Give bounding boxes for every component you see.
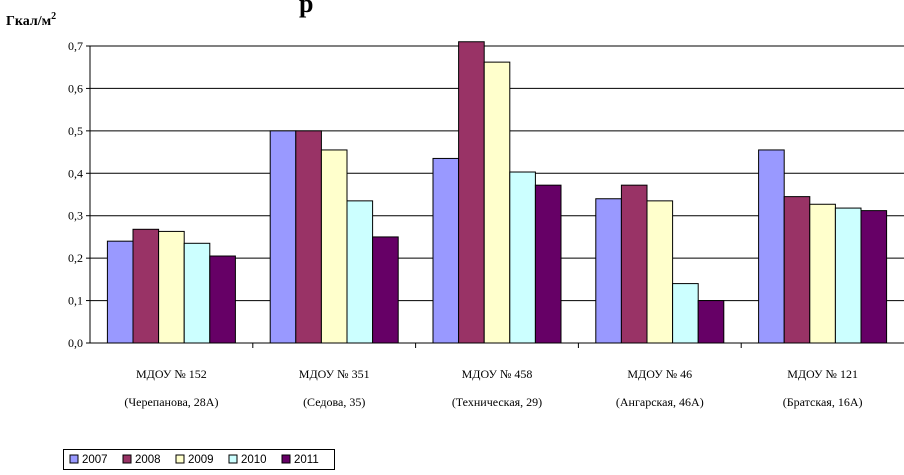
legend-label-2007: 2007 <box>82 454 108 466</box>
y-tick-label: 0,6 <box>68 81 83 95</box>
x-tick-label: МДОУ № 351 <box>299 367 370 381</box>
legend-label-2011: 2011 <box>294 454 319 466</box>
legend-label-2009: 2009 <box>188 454 214 466</box>
x-tick-label: МДОУ № 152 <box>136 367 207 381</box>
x-tick-labels: МДОУ № 152 (Черепанова, 28А) МДОУ № 351 (Се… <box>124 367 862 409</box>
y-tick-label: 0,1 <box>68 294 83 308</box>
y-tick-label: 0,0 <box>68 336 83 350</box>
bar-2010 <box>346 200 374 344</box>
bar-2010 <box>672 283 699 344</box>
bar-2009 <box>320 149 348 344</box>
bar-2007 <box>595 198 622 344</box>
chart-title: р <box>299 0 313 18</box>
legend-swatch-2010 <box>228 454 238 464</box>
legend: 2007 2008 2009 2010 2011 <box>63 449 335 470</box>
x-tick-sublabel: (Техническая, 29) <box>452 395 542 409</box>
bar-2011 <box>534 184 562 344</box>
legend-swatch-2008 <box>122 454 132 464</box>
bar-2010 <box>183 242 211 344</box>
x-tick-sublabel: (Ангарская, 46А) <box>616 395 704 409</box>
legend-swatch-2009 <box>175 454 185 464</box>
bar-2007 <box>269 130 297 344</box>
x-tick-sublabel: (Братская, 16А) <box>783 395 863 409</box>
y-tick-label: 0,5 <box>68 124 83 138</box>
bar-2011 <box>372 236 399 344</box>
x-tick-sublabel: (Седова, 35) <box>303 395 365 409</box>
y-tick-labels: 0,0 0,1 0,2 0,3 0,4 0,5 0,6 0,7 <box>68 39 83 350</box>
bar-2009 <box>483 61 511 344</box>
x-tick-label: МДОУ № 458 <box>462 367 533 381</box>
bar-2011 <box>860 210 888 344</box>
legend-swatch-2011 <box>281 454 291 464</box>
bar-2007 <box>106 240 134 344</box>
bar-2009 <box>646 200 674 344</box>
bar-2008 <box>783 196 811 344</box>
y-tick-label: 0,4 <box>68 166 83 180</box>
bar-2011 <box>697 300 725 344</box>
bar-2011 <box>209 255 236 344</box>
y-tick-label: 0,7 <box>68 39 83 53</box>
legend-label-2008: 2008 <box>135 454 161 466</box>
y-tick-label: 0,2 <box>68 251 83 265</box>
bars <box>106 41 888 344</box>
y-axis-unit-label: Гкал/м2 <box>6 11 56 29</box>
legend-label-2010: 2010 <box>241 454 267 466</box>
bar-2008 <box>458 41 485 344</box>
bar-2008 <box>620 184 648 344</box>
axes <box>89 46 904 344</box>
y-tick-label: 0,3 <box>68 209 83 223</box>
bar-2010 <box>834 207 862 344</box>
x-tick-label: МДОУ № 121 <box>787 367 858 381</box>
y-axis-unit-superscript: 2 <box>51 11 56 22</box>
bar-2009 <box>158 230 185 344</box>
bar-2007 <box>432 157 460 344</box>
bar-2009 <box>809 203 836 344</box>
x-tick-label: МДОУ № 46 <box>627 367 692 381</box>
legend-swatch-2007 <box>69 454 79 464</box>
bar-2008 <box>295 130 322 344</box>
bar-2007 <box>758 149 785 344</box>
bar-2010 <box>509 171 536 344</box>
y-axis-unit-text: Гкал/м <box>6 14 52 29</box>
bar-2008 <box>132 228 160 344</box>
x-tick-sublabel: (Черепанова, 28А) <box>124 395 218 409</box>
